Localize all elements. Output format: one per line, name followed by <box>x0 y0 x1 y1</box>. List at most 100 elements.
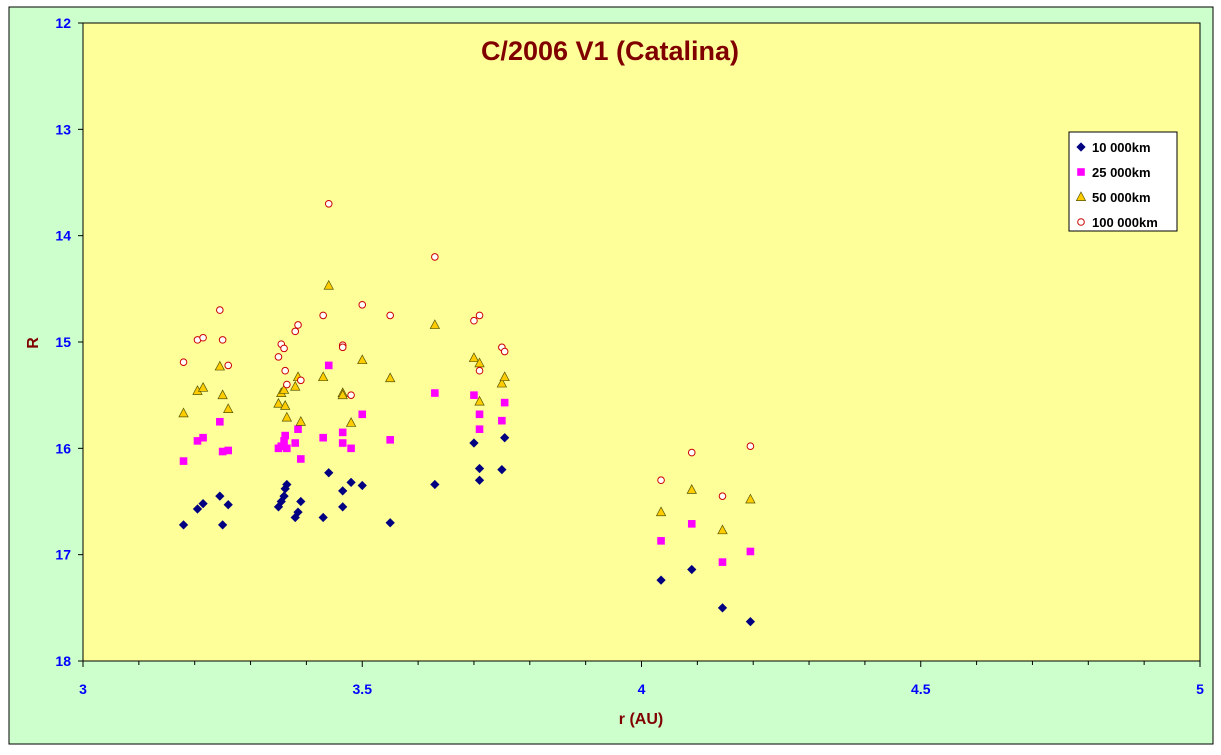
legend-label: 25 000km <box>1092 165 1151 180</box>
circle-data-point <box>347 391 355 399</box>
square-data-point <box>687 520 696 528</box>
x-tick-label: 4.5 <box>911 681 931 697</box>
circle-data-point <box>324 199 333 208</box>
y-axis-label: R <box>25 337 42 349</box>
series-circle-points <box>179 199 755 500</box>
triangle-data-point <box>295 416 306 426</box>
axis-ticks: 12 13 14 15 16 17 18 3 3.5 4 4.5 5 <box>55 15 1204 697</box>
square-data-point <box>657 537 665 545</box>
square-data-point <box>224 446 233 455</box>
diamond-data-point <box>500 433 510 443</box>
y-tick-label: 13 <box>55 121 71 137</box>
circle-data-point <box>718 492 727 500</box>
diamond-data-point <box>717 603 728 613</box>
square-data-point <box>294 425 302 433</box>
diamond-data-point <box>357 480 367 491</box>
diamond-data-point <box>687 564 697 575</box>
circle-data-point <box>475 366 484 375</box>
legend-marker-triangle <box>1075 191 1087 201</box>
square-data-point <box>277 442 286 451</box>
diamond-data-point <box>474 463 485 474</box>
x-tick-label: 5 <box>1196 681 1204 697</box>
square-data-point <box>280 437 288 445</box>
triangle-data-point <box>345 417 357 427</box>
triangle-data-point <box>474 357 485 368</box>
square-data-point <box>319 433 327 442</box>
circle-data-point <box>687 448 696 457</box>
square-data-point <box>218 447 227 456</box>
circle-data-point <box>657 476 665 485</box>
triangle-data-point <box>197 381 209 392</box>
circle-data-point <box>746 442 755 451</box>
diamond-data-point <box>296 496 306 507</box>
triangle-data-point <box>655 506 667 517</box>
diamond-data-point <box>430 479 440 490</box>
diamond-data-point <box>346 477 356 487</box>
square-data-point <box>431 389 439 397</box>
legend-marker-diamond <box>1076 142 1086 152</box>
diamond-data-point <box>178 520 189 530</box>
circle-data-point <box>386 311 394 320</box>
square-data-point <box>199 433 207 442</box>
circle-data-point <box>199 333 207 342</box>
square-data-point <box>283 444 291 453</box>
y-tick-label: 15 <box>55 334 71 350</box>
circle-data-point <box>274 353 283 361</box>
square-data-point <box>338 439 347 447</box>
circle-data-point <box>431 253 439 261</box>
legend-marker-square <box>1077 168 1085 176</box>
legend-label: 100 000km <box>1092 215 1158 230</box>
x-tick-label: 3.5 <box>353 681 373 697</box>
series-diamond-points <box>178 433 756 627</box>
square-data-point <box>281 431 289 440</box>
circle-data-point <box>470 316 478 325</box>
series-square-points <box>179 361 755 566</box>
legend-marker-circle <box>1077 218 1085 226</box>
circle-data-point <box>179 358 188 367</box>
triangle-data-point <box>496 377 508 388</box>
diamond-data-point <box>293 507 303 517</box>
square-data-point <box>475 410 484 419</box>
triangle-data-point <box>717 524 728 535</box>
square-data-point <box>216 417 224 426</box>
circle-data-point <box>283 380 291 389</box>
circle-data-point <box>216 306 224 314</box>
circle-data-point <box>297 376 305 385</box>
triangle-data-point <box>279 400 291 410</box>
y-tick-label: 12 <box>55 15 71 31</box>
triangle-data-point <box>468 352 480 362</box>
triangle-data-point <box>317 371 329 382</box>
diamond-data-point <box>338 486 348 496</box>
triangle-data-point <box>290 380 301 391</box>
triangle-data-point <box>278 384 290 394</box>
circle-data-point <box>500 347 509 356</box>
circle-data-point <box>319 311 327 320</box>
triangle-data-point <box>217 389 228 400</box>
square-data-point <box>324 361 333 370</box>
square-data-point <box>193 437 202 445</box>
x-axis-label: r (AU) <box>619 711 663 728</box>
diamond-data-point <box>279 491 289 501</box>
square-data-point <box>470 391 478 399</box>
triangle-data-point <box>384 372 396 383</box>
diamond-data-point <box>497 464 507 475</box>
x-tick-label: 4 <box>638 681 646 697</box>
square-data-point <box>179 457 188 465</box>
diamond-data-point <box>338 502 348 512</box>
legend: 10 000km 25 000km 50 000km 100 000km <box>1068 131 1178 232</box>
square-data-point <box>498 416 506 425</box>
triangle-data-point <box>686 484 697 494</box>
circle-data-point <box>218 336 227 344</box>
square-data-point <box>718 558 727 566</box>
triangle-data-point <box>281 411 293 422</box>
chart-title: C/2006 V1 (Catalina) <box>481 36 739 66</box>
diamond-data-point <box>223 500 233 510</box>
diamond-data-point <box>192 504 203 514</box>
triangle-data-point <box>223 403 234 413</box>
diamond-data-point <box>318 512 328 523</box>
square-data-point <box>291 439 300 447</box>
diamond-data-point <box>385 518 395 528</box>
square-data-point <box>500 398 509 407</box>
circle-data-point <box>358 300 367 309</box>
